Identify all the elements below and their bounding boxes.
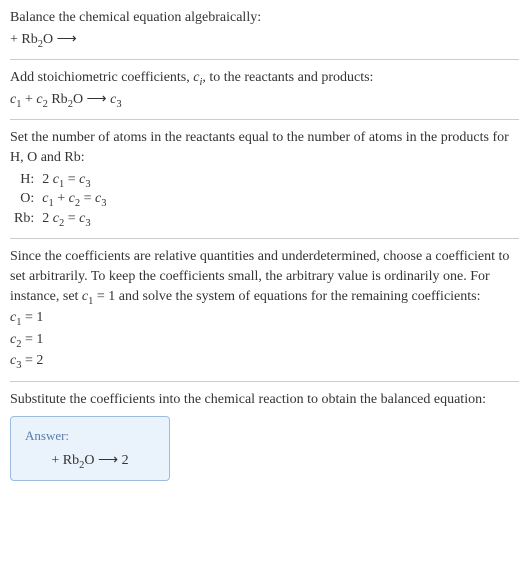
stoich-rb: Rb bbox=[48, 92, 68, 107]
atoms-h-eqs: = bbox=[64, 172, 79, 187]
answer-eq-left: + Rb bbox=[51, 453, 79, 468]
atoms-rb-label: Rb: bbox=[10, 209, 38, 229]
solve-r2b: = 1 bbox=[21, 332, 43, 347]
atoms-section: Set the number of atoms in the reactants… bbox=[10, 128, 519, 228]
atoms-o-label: O: bbox=[10, 189, 38, 209]
atoms-h-eq: 2 c1 = c3 bbox=[38, 170, 110, 190]
atoms-row-rb: Rb: 2 c2 = c3 bbox=[10, 209, 110, 229]
subst-section: Substitute the coefficients into the che… bbox=[10, 390, 519, 410]
solve-r3: c3 = 2 bbox=[10, 351, 519, 371]
solve-text-line: Since the coefficients are relative quan… bbox=[10, 247, 519, 306]
intro-reaction-right: O ⟶ bbox=[43, 32, 77, 47]
atoms-table: H: 2 c1 = c3 O: c1 + c2 = c3 Rb: 2 c2 = … bbox=[10, 170, 110, 229]
separator-3 bbox=[10, 238, 519, 239]
separator-2 bbox=[10, 119, 519, 120]
solve-section: Since the coefficients are relative quan… bbox=[10, 247, 519, 371]
separator-4 bbox=[10, 381, 519, 382]
answer-eq-right: O ⟶ 2 bbox=[84, 453, 128, 468]
atoms-o-c3s: 3 bbox=[101, 198, 106, 209]
answer-equation: + Rb2O ⟶ 2 bbox=[25, 451, 155, 471]
atoms-o-eq: c1 + c2 = c3 bbox=[38, 189, 110, 209]
atoms-rb-lhs1: 2 bbox=[42, 211, 53, 226]
atoms-row-o: O: c1 + c2 = c3 bbox=[10, 189, 110, 209]
stoich-equation: c1 + c2 Rb2O ⟶ c3 bbox=[10, 90, 519, 110]
stoich-c3-sub: 3 bbox=[116, 99, 121, 110]
solve-r1: c1 = 1 bbox=[10, 308, 519, 328]
stoich-section: Add stoichiometric coefficients, ci, to … bbox=[10, 68, 519, 109]
atoms-rb-eqs: = bbox=[64, 211, 79, 226]
atoms-rb-c3s: 3 bbox=[85, 218, 90, 229]
solve-r2: c2 = 1 bbox=[10, 330, 519, 350]
intro-line1: Balance the chemical equation algebraica… bbox=[10, 8, 519, 28]
atoms-o-eqs: = bbox=[80, 191, 95, 206]
subst-text: Substitute the coefficients into the che… bbox=[10, 390, 519, 410]
atoms-row-h: H: 2 c1 = c3 bbox=[10, 170, 110, 190]
answer-label: Answer: bbox=[25, 427, 155, 445]
atoms-h-label: H: bbox=[10, 170, 38, 190]
stoich-text-line: Add stoichiometric coefficients, ci, to … bbox=[10, 68, 519, 88]
atoms-rb-eq: 2 c2 = c3 bbox=[38, 209, 110, 229]
atoms-h-lhs1: 2 bbox=[42, 172, 53, 187]
solve-r3b: = 2 bbox=[21, 353, 43, 368]
atoms-h-c3s: 3 bbox=[85, 178, 90, 189]
separator-1 bbox=[10, 59, 519, 60]
atoms-text: Set the number of atoms in the reactants… bbox=[10, 128, 519, 167]
answer-box: Answer: + Rb2O ⟶ 2 bbox=[10, 416, 170, 482]
stoich-text: Add stoichiometric coefficients, bbox=[10, 70, 193, 85]
solve-text2: = 1 and solve the system of equations fo… bbox=[93, 289, 480, 304]
intro-reaction: + Rb2O ⟶ bbox=[10, 30, 519, 50]
intro-section: Balance the chemical equation algebraica… bbox=[10, 8, 519, 49]
stoich-o: O ⟶ bbox=[73, 92, 110, 107]
atoms-o-plus: + bbox=[54, 191, 69, 206]
solve-r1b: = 1 bbox=[21, 310, 43, 325]
intro-reaction-left: + Rb bbox=[10, 32, 38, 47]
stoich-text2: , to the reactants and products: bbox=[202, 70, 373, 85]
stoich-plus: + bbox=[21, 92, 36, 107]
